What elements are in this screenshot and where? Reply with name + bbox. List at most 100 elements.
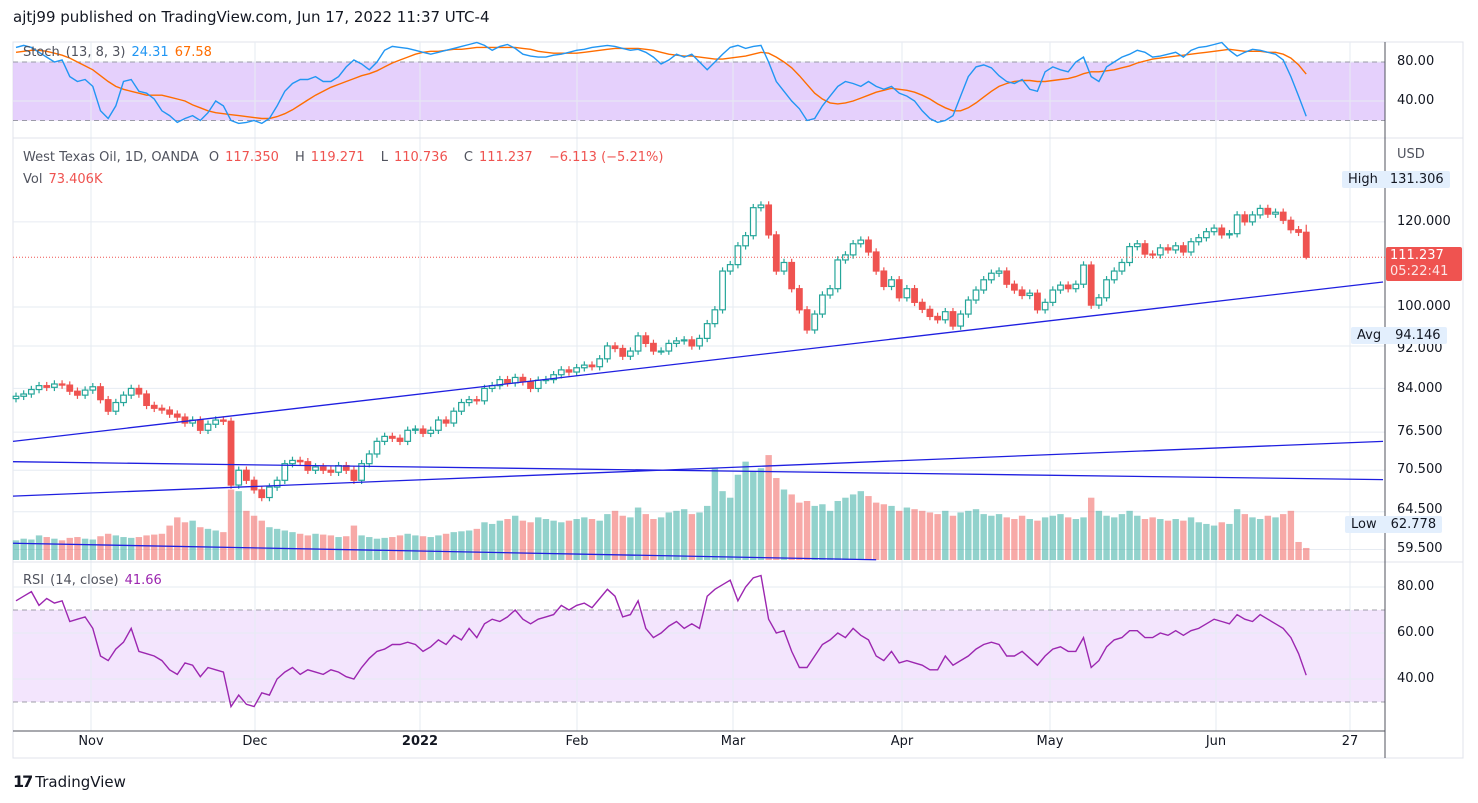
time-label: Dec xyxy=(242,734,268,749)
volume-bar xyxy=(273,528,281,560)
volume-bar xyxy=(688,514,696,560)
candle-up xyxy=(780,261,788,272)
volume-bar xyxy=(942,510,949,560)
volume-bar xyxy=(642,514,649,560)
time-label: Apr xyxy=(890,734,914,749)
volume-bar xyxy=(719,491,726,560)
candle-up xyxy=(458,401,465,412)
candle-down xyxy=(58,383,66,386)
candle-down xyxy=(803,309,811,331)
volume-bar xyxy=(427,537,434,560)
volume-bar xyxy=(1103,515,1110,560)
volume-bar xyxy=(581,517,588,560)
candle-up xyxy=(696,337,703,347)
candle-down xyxy=(1018,289,1026,297)
candle-up xyxy=(972,289,980,301)
volume-bar xyxy=(1034,520,1041,560)
candle-down xyxy=(66,384,74,392)
candle-up xyxy=(1057,284,1064,291)
volume-bar xyxy=(550,520,557,560)
publish-info: ajtj99 published on TradingView.com, Jun… xyxy=(13,8,490,26)
volume-bar xyxy=(519,520,527,560)
candle-up xyxy=(842,254,849,261)
candle-down xyxy=(319,466,327,471)
stoch-d-value: 67.58 xyxy=(174,45,212,60)
time-label: Jun xyxy=(1205,734,1227,749)
candle-down xyxy=(911,288,918,303)
candle-up xyxy=(281,463,289,481)
candle-up xyxy=(596,358,604,368)
trendline xyxy=(12,461,1384,481)
candle-up xyxy=(826,288,834,296)
volume-bar xyxy=(765,455,772,560)
candle-up xyxy=(811,313,819,331)
time-label: 27 xyxy=(1341,734,1359,749)
volume-bar xyxy=(1280,514,1287,560)
stoch-params: (13, 8, 3) xyxy=(65,45,126,60)
candle-up xyxy=(857,239,865,245)
open-value: 117.350 xyxy=(225,150,279,165)
volume-bar xyxy=(680,509,688,560)
candle-up xyxy=(557,369,565,376)
candle-down xyxy=(588,364,596,368)
candle-down xyxy=(1295,229,1302,233)
candle-up xyxy=(665,342,673,352)
candle-down xyxy=(43,385,51,388)
volume-bar xyxy=(43,537,50,560)
volume-bar xyxy=(857,491,864,560)
rsi-tick: 40.00 xyxy=(1397,671,1435,686)
volume-bar xyxy=(1088,497,1095,560)
candle-up xyxy=(742,235,749,247)
candle-up xyxy=(749,207,757,237)
high-marker: High 131.306 xyxy=(1342,171,1450,188)
volume-bar xyxy=(934,514,941,560)
change-value: −6.113 (−5.21%) xyxy=(548,150,664,165)
candle-down xyxy=(227,420,235,486)
price-tick: 64.500 xyxy=(1397,502,1443,517)
volume-bar xyxy=(957,512,964,560)
volume-bar xyxy=(204,528,212,560)
candle-up xyxy=(849,243,857,256)
volume-bar xyxy=(281,530,288,560)
volume-bar xyxy=(1218,522,1225,560)
candle-up xyxy=(112,401,120,412)
candle-down xyxy=(196,419,204,431)
candle-down xyxy=(895,279,903,299)
candle-up xyxy=(1226,233,1233,236)
volume-bar xyxy=(304,535,312,560)
bar-countdown: 05:22:41 xyxy=(1390,264,1449,279)
volume-bar xyxy=(1264,515,1272,560)
volume-bar xyxy=(588,519,596,560)
candle-up xyxy=(50,383,58,388)
volume-bar xyxy=(788,494,795,560)
candle-down xyxy=(1287,219,1295,231)
candle-up xyxy=(496,379,504,387)
volume-bar xyxy=(373,538,381,560)
volume-bar xyxy=(412,535,419,560)
candle-up xyxy=(1272,211,1279,215)
volume-bar xyxy=(1095,510,1103,560)
candle-up xyxy=(888,279,895,288)
price-tick: 100.000 xyxy=(1397,299,1451,314)
volume-bar xyxy=(465,530,473,560)
candle-down xyxy=(565,369,573,373)
rsi-legend: RSI (14, close) 41.66 xyxy=(23,573,168,588)
volume-bar xyxy=(389,537,396,560)
candle-up xyxy=(903,288,911,299)
volume-bar xyxy=(35,535,43,560)
rsi-tick: 60.00 xyxy=(1397,625,1435,640)
volume-bar xyxy=(473,528,480,560)
candle-up xyxy=(573,367,581,373)
candle-down xyxy=(258,489,266,499)
tradingview-logo[interactable]: 17 TradingView xyxy=(13,772,126,791)
candle-up xyxy=(1172,245,1180,251)
volume-bar xyxy=(1049,515,1056,560)
volume-bar xyxy=(66,537,73,560)
volume-bar xyxy=(849,494,857,560)
candle-down xyxy=(219,419,227,422)
candle-down xyxy=(1179,245,1187,253)
candle-down xyxy=(504,379,511,384)
high-marker-label: High xyxy=(1348,172,1378,187)
volume-bar xyxy=(51,538,58,560)
